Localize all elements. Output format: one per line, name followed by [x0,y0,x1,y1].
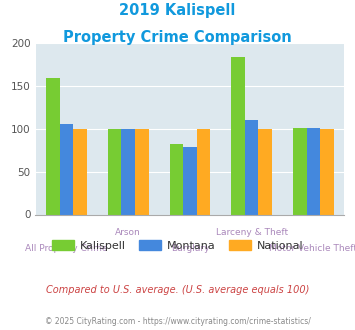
Bar [121,129,135,214]
Bar [135,129,148,214]
Text: Property Crime Comparison: Property Crime Comparison [63,30,292,45]
Bar [307,128,320,214]
Bar [197,129,210,214]
Bar [108,129,121,214]
Bar [183,147,197,214]
Bar [231,57,245,214]
Legend: Kalispell, Montana, National: Kalispell, Montana, National [47,236,308,255]
Bar [320,129,334,214]
Bar [73,129,87,214]
Text: Compared to U.S. average. (U.S. average equals 100): Compared to U.S. average. (U.S. average … [46,285,309,295]
Text: Burglary: Burglary [171,244,209,253]
Text: All Property Crime: All Property Crime [25,244,108,253]
Bar [60,124,73,214]
Text: Motor Vehicle Theft: Motor Vehicle Theft [269,244,355,253]
Text: © 2025 CityRating.com - https://www.cityrating.com/crime-statistics/: © 2025 CityRating.com - https://www.city… [45,317,310,326]
Bar [170,144,183,214]
Bar [245,120,258,214]
Text: Larceny & Theft: Larceny & Theft [215,228,288,237]
Text: Arson: Arson [115,228,141,237]
Bar [293,128,307,214]
Text: 2019 Kalispell: 2019 Kalispell [119,3,236,18]
Bar [46,78,60,214]
Bar [258,129,272,214]
